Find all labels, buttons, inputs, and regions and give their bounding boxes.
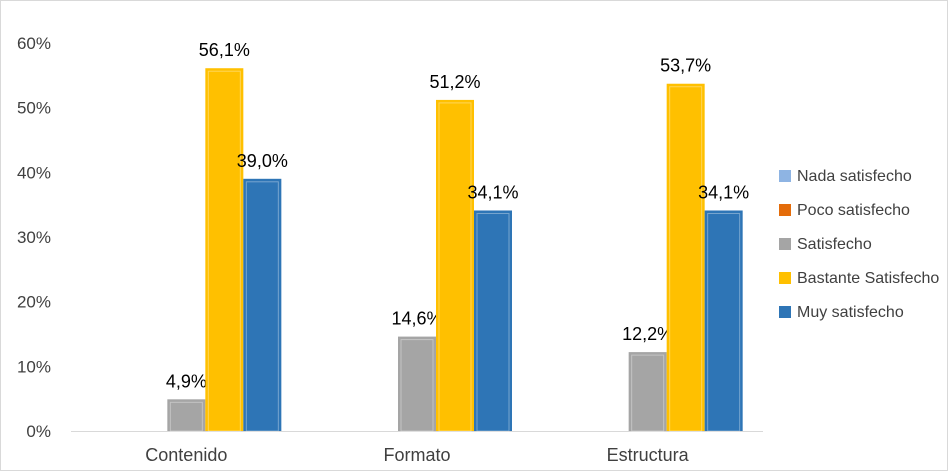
bar <box>474 210 512 431</box>
bar <box>243 178 282 431</box>
data-label: 12,2% <box>622 324 673 344</box>
bar-highlight <box>631 354 665 432</box>
legend-swatch <box>779 170 791 182</box>
bar <box>398 336 436 431</box>
bar <box>666 83 705 432</box>
legend-swatch <box>779 272 791 284</box>
legend-label: Satisfecho <box>797 236 872 253</box>
bar-highlight <box>669 86 703 432</box>
category-label: Formato <box>383 445 450 465</box>
legend-swatch <box>779 238 791 250</box>
bar-highlight <box>400 339 434 432</box>
y-tick-label: 50% <box>17 99 51 118</box>
data-label: 51,2% <box>429 72 480 92</box>
bar-highlight <box>169 401 203 432</box>
data-label: 39,0% <box>237 151 288 171</box>
bar <box>167 399 206 431</box>
data-label: 53,7% <box>660 56 711 76</box>
bar <box>436 99 474 431</box>
data-label: 4,9% <box>166 371 207 391</box>
y-tick-label: 30% <box>17 228 51 247</box>
bar-highlight <box>707 212 741 432</box>
bar <box>205 68 244 431</box>
data-label: 34,1% <box>467 182 518 202</box>
y-tick-label: 40% <box>17 163 51 182</box>
legend-label: Bastante Satisfecho <box>797 270 939 287</box>
y-tick-label: 20% <box>17 293 51 312</box>
data-label: 34,1% <box>698 182 749 202</box>
bar <box>628 352 667 431</box>
bar-highlight <box>207 70 241 432</box>
category-label: Contenido <box>145 445 227 465</box>
data-label: 14,6% <box>391 309 442 329</box>
bar-highlight <box>245 181 279 432</box>
legend-label: Nada satisfecho <box>797 168 912 185</box>
y-tick-label: 0% <box>26 422 51 441</box>
y-tick-label: 10% <box>17 357 51 376</box>
legend-swatch <box>779 306 791 318</box>
legend-label: Poco satisfecho <box>797 202 910 219</box>
bar <box>704 210 743 431</box>
legend-swatch <box>779 204 791 216</box>
bar-highlight <box>438 102 472 432</box>
bar-highlight <box>476 212 510 432</box>
legend-label: Muy satisfecho <box>797 304 904 321</box>
y-tick-label: 60% <box>17 34 51 53</box>
data-label: 56,1% <box>199 40 250 60</box>
category-label: Estructura <box>607 445 690 465</box>
